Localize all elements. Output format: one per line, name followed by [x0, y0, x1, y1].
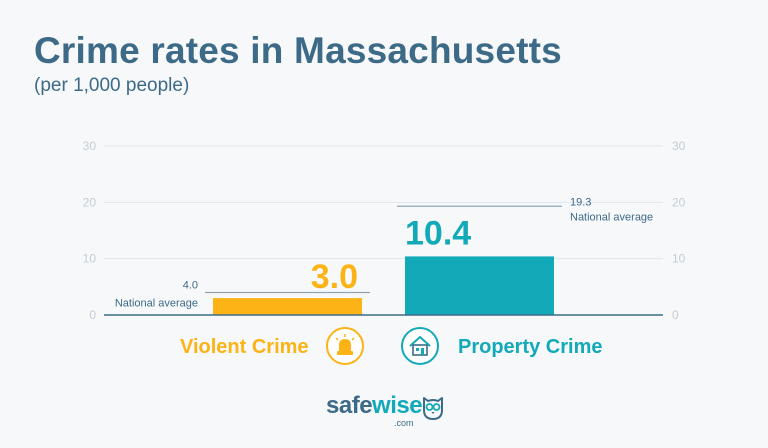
y-tick-label-right-30: 30: [672, 139, 686, 153]
y-tick-label-left-0: 0: [89, 308, 96, 322]
logo-name-part2: wise: [372, 392, 423, 419]
legend-label-property-crime: Property Crime: [458, 336, 603, 358]
y-tick-label-left-20: 20: [83, 195, 97, 209]
bar-1: [405, 256, 554, 315]
national-average-label-0: National average: [115, 297, 198, 309]
national-average-value-1: 19.3: [570, 196, 591, 208]
bar-value-label-0: 3.0: [311, 258, 358, 296]
logo-name-part1: safe: [326, 392, 373, 419]
owl-icon: [423, 397, 443, 420]
chart-title: Crime rates in Massachusetts: [34, 30, 562, 71]
y-tick-label-right-0: 0: [672, 308, 679, 322]
house-icon: [401, 327, 439, 365]
y-tick-label-right-10: 10: [672, 252, 686, 266]
siren-icon: [326, 327, 364, 365]
y-tick-label-left-30: 30: [83, 139, 97, 153]
national-average-label-1: National average: [570, 211, 653, 223]
y-tick-label-right-20: 20: [672, 195, 686, 209]
y-tick-label-left-10: 10: [83, 252, 97, 266]
safewise-logo: safewise .com: [322, 392, 452, 428]
logo-suffix: .com: [394, 418, 414, 428]
chart-subtitle: (per 1,000 people): [34, 75, 190, 96]
national-average-value-0: 4.0: [183, 279, 198, 291]
bar-value-label-1: 10.4: [405, 214, 471, 252]
legend-label-violent-crime: Violent Crime: [180, 336, 309, 358]
bar-0: [213, 298, 362, 315]
